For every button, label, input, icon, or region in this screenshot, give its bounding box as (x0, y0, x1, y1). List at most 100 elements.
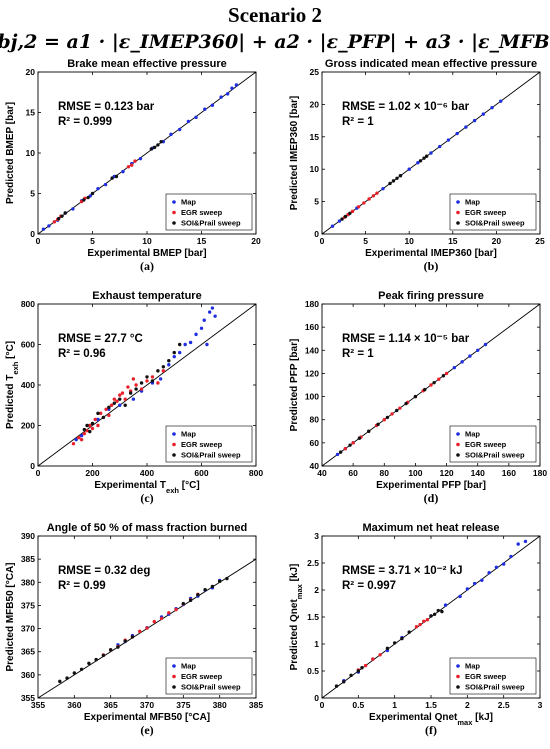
y-tick-label: 10 (310, 164, 320, 174)
data-point (509, 554, 513, 559)
data-point (404, 401, 408, 406)
panel-letter: (f) (425, 723, 437, 737)
legend-label: SOI&Prail sweep (181, 219, 241, 228)
data-point (407, 630, 411, 634)
legend-label: Map (465, 430, 480, 439)
legend-label: EGR sweep (465, 672, 507, 681)
data-point (130, 635, 135, 639)
data-point (90, 426, 95, 431)
data-point (109, 403, 114, 407)
y-axis-label: Predicted PFP [bar] (289, 339, 300, 432)
x-tick-label: 15 (448, 236, 458, 246)
data-point (225, 576, 229, 581)
panel-title: Brake mean effective pressure (67, 58, 227, 70)
data-point (382, 418, 386, 422)
data-point (161, 365, 166, 369)
x-tick-label: 140 (471, 468, 485, 478)
data-point (178, 350, 182, 355)
x-tick-label: 200 (85, 468, 99, 478)
data-point (349, 673, 353, 678)
data-point (476, 348, 480, 352)
panel-letter: (c) (140, 491, 153, 505)
x-tick-label: 385 (249, 700, 263, 710)
data-point (41, 227, 46, 231)
data-point (468, 354, 472, 358)
x-tick-label: 25 (535, 236, 545, 246)
data-point (123, 397, 127, 401)
legend-box (165, 657, 253, 695)
legend-marker (456, 674, 460, 679)
data-point (126, 385, 130, 389)
x-tick-label: 380 (213, 700, 227, 710)
legend-marker (456, 685, 460, 689)
x-tick-label: 0 (36, 468, 41, 478)
data-point (203, 107, 207, 111)
y-tick-label: 5 (314, 197, 319, 207)
data-point (407, 167, 411, 171)
data-point (72, 671, 77, 675)
data-point (145, 379, 149, 383)
data-point (156, 381, 160, 385)
series-soi-prail-sweep (334, 608, 444, 688)
data-point (150, 379, 155, 383)
panel-letter: (b) (424, 259, 439, 273)
data-point (167, 359, 171, 363)
r2-annotation: R² = 0.96 (58, 348, 106, 360)
identity-line (37, 303, 257, 467)
data-point (145, 626, 149, 630)
y-tick-label: 120 (305, 368, 319, 378)
y-tick-label: 60 (310, 438, 320, 448)
data-point (219, 95, 223, 99)
data-point (188, 598, 193, 603)
y-tick-label: 100 (305, 392, 319, 402)
r2-annotation: R² = 0.997 (342, 580, 396, 592)
data-point (115, 399, 119, 403)
data-point (107, 413, 111, 418)
r2-annotation: R² = 0.99 (58, 580, 106, 592)
legend-label: Map (181, 198, 196, 207)
data-point (152, 145, 157, 150)
data-point (88, 429, 92, 434)
data-point (149, 147, 154, 151)
data-point (360, 666, 364, 670)
y-tick-label: 2 (314, 585, 319, 595)
data-point (424, 154, 429, 158)
legend-marker (172, 442, 176, 447)
y-tick-label: 1 (314, 639, 319, 649)
data-point (391, 179, 396, 183)
legend-label: EGR sweep (181, 208, 223, 217)
y-tick-label: 20 (26, 67, 36, 77)
data-point (134, 383, 138, 387)
data-point (134, 387, 138, 391)
x-tick-label: 10 (142, 236, 152, 246)
legend-label: Map (181, 430, 196, 439)
data-point (348, 211, 352, 215)
data-point (107, 405, 111, 409)
legend-marker (172, 200, 176, 204)
data-point (340, 217, 344, 221)
legend-marker (172, 664, 176, 668)
data-point (429, 614, 433, 618)
panel-title: Exhaust temperature (92, 290, 201, 302)
x-tick-label: 20 (251, 236, 261, 246)
data-point (432, 612, 437, 616)
panel-letter: (d) (424, 491, 439, 505)
data-point (334, 684, 339, 688)
x-tick-label: 355 (31, 700, 45, 710)
data-point (145, 375, 149, 379)
x-tick-label: 80 (380, 468, 390, 478)
data-point (181, 601, 186, 606)
x-tick-label: 2.5 (498, 700, 510, 710)
data-point (159, 616, 164, 621)
x-axis-label: Experimental PFP [bar] (376, 480, 486, 491)
data-point (58, 679, 62, 684)
data-point (186, 119, 191, 124)
data-point (188, 340, 193, 345)
legend-marker (456, 200, 460, 204)
data-point (156, 369, 160, 373)
data-point (351, 441, 355, 445)
data-point (199, 326, 204, 330)
y-tick-label: 380 (21, 577, 35, 587)
